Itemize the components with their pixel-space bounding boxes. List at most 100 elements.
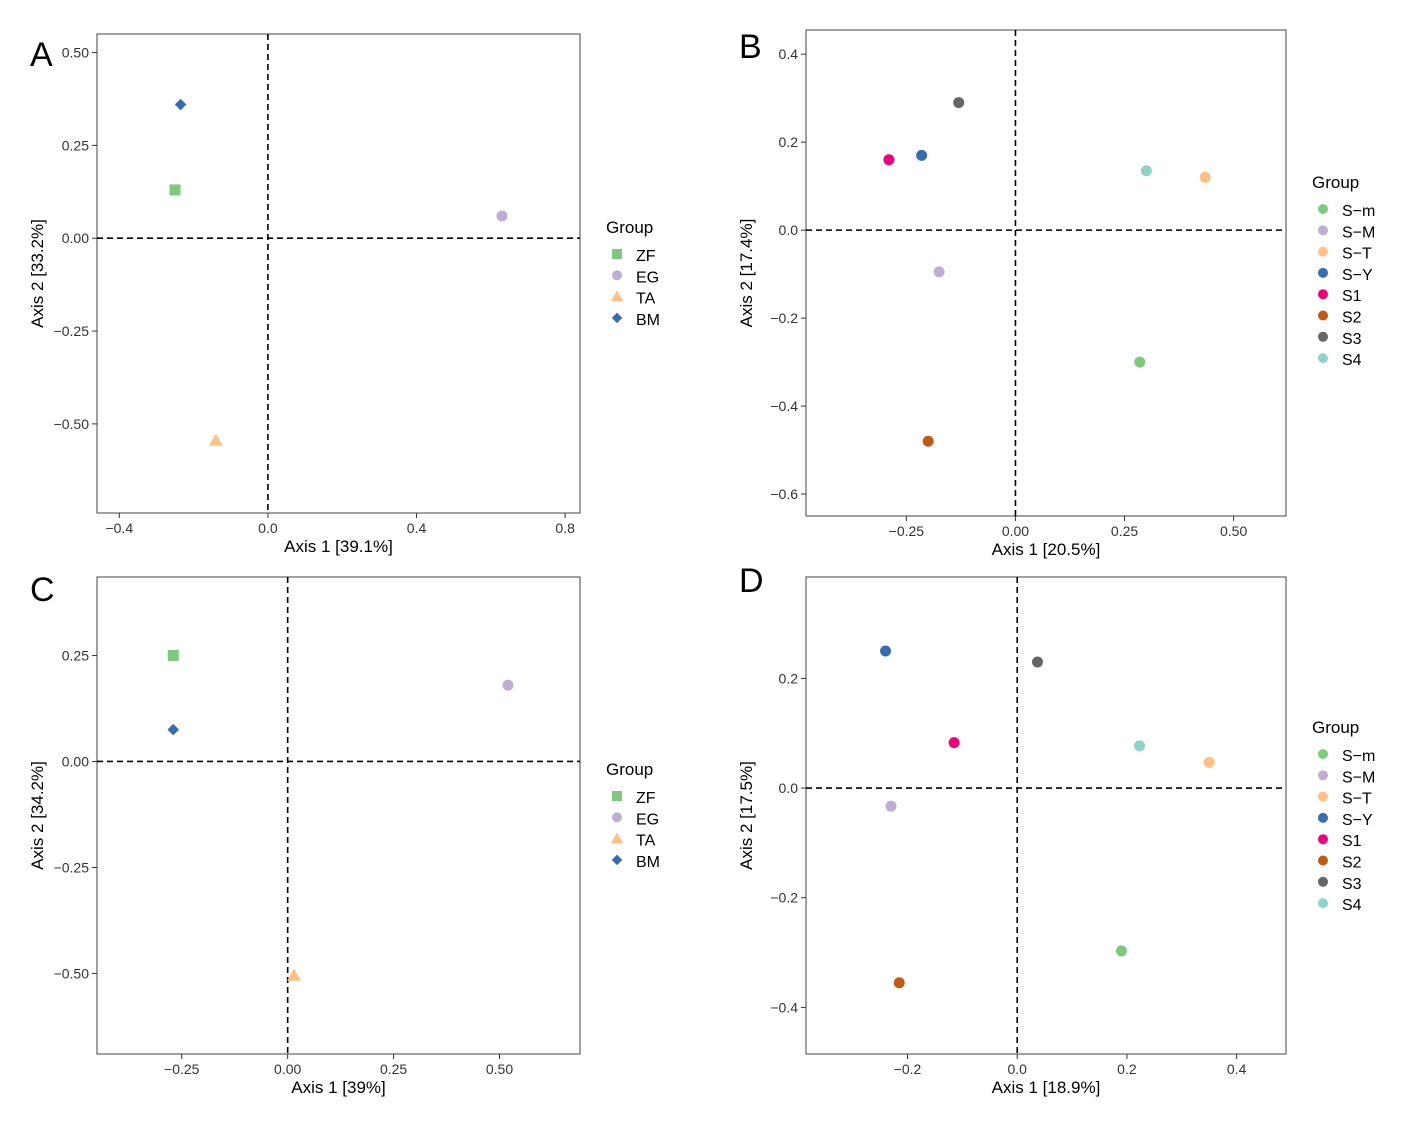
legend-marker [1318, 310, 1328, 321]
legend-title: Group [1312, 718, 1359, 737]
legend-label: S−M [1342, 769, 1375, 786]
data-point-s-t [1203, 756, 1215, 768]
y-tick-label: 0.25 [62, 137, 89, 153]
legend-marker [1318, 812, 1328, 823]
legend-marker [1318, 225, 1328, 236]
legend-marker [611, 312, 623, 324]
legend-title: Group [1312, 173, 1359, 192]
panel-c: C −0.25 0.00 0.25 0.50 0.25 0.00 −0.25 −0.50 Axis… [28, 571, 660, 1097]
data-point-s-m [885, 800, 897, 812]
legend-label: S1 [1342, 833, 1362, 850]
legend-label: BM [636, 854, 660, 871]
legend-marker [1318, 855, 1328, 866]
legend-marker [1318, 749, 1328, 759]
panel-b: B −0.25 0.00 0.25 0.50 0.4 0.2 0.0 −0.2 −0.4 −0.6 A… [737, 28, 1375, 559]
y-axis-label: Axis 2 [17.4%] [737, 219, 756, 328]
legend-marker [1318, 898, 1328, 909]
plot-area [805, 29, 1287, 517]
x-tick-label: 0.25 [380, 1061, 407, 1077]
legend-label: EG [636, 269, 659, 286]
data-point-s-t [1199, 171, 1211, 183]
legend-label: S2 [1342, 310, 1362, 327]
legend-marker [1318, 834, 1328, 845]
legend-marker [611, 854, 623, 866]
x-tick-label: 0.00 [274, 1061, 301, 1077]
x-tick-label: 0.8 [555, 520, 575, 536]
panel-letter: A [30, 36, 53, 74]
legend-label: S−M [1342, 224, 1375, 241]
y-tick-label: −0.2 [770, 310, 798, 326]
y-tick-label: 0.25 [62, 647, 89, 663]
legend-label: EG [636, 811, 659, 828]
legend-marker [1318, 289, 1328, 300]
legend-label: S1 [1342, 288, 1362, 305]
data-point-s-m [1134, 356, 1146, 368]
x-tick-label: 0.0 [1007, 1061, 1027, 1077]
x-tick-label: −0.25 [164, 1061, 200, 1077]
y-tick-label: 0.4 [779, 46, 799, 62]
x-axis-label: Axis 1 [39.1%] [284, 537, 393, 556]
y-tick-label: 0.0 [779, 222, 799, 238]
y-axis-label: Axis 2 [33.2%] [28, 219, 47, 328]
data-point-bm [174, 98, 187, 111]
legend-marker [1318, 353, 1328, 364]
legend-label: TA [636, 833, 656, 850]
data-point-bm [167, 723, 180, 736]
data-point-s-m [933, 266, 945, 278]
data-point-s2 [922, 435, 934, 447]
legend-label: TA [636, 291, 656, 308]
legend-title: Group [606, 760, 653, 779]
legend-label: S−Y [1342, 267, 1373, 284]
legend-marker [612, 812, 622, 823]
data-point-ta [287, 968, 301, 981]
y-tick-label: −0.50 [54, 965, 90, 981]
panel-letter: D [739, 562, 764, 600]
y-tick-label: 0.00 [62, 753, 89, 769]
y-tick-label: −0.2 [770, 890, 798, 906]
legend-title: Group [606, 218, 653, 237]
data-point-s1 [948, 737, 960, 749]
x-tick-label: 0.4 [407, 520, 427, 536]
panel-letter: C [30, 571, 55, 609]
data-point-s4 [1134, 740, 1146, 752]
x-tick-label: −0.25 [889, 523, 925, 539]
x-tick-label: 0.25 [1111, 523, 1138, 539]
data-point-s3 [953, 97, 965, 109]
legend-label: ZF [636, 248, 656, 265]
y-tick-label: −0.4 [770, 999, 798, 1015]
x-axis-label: Axis 1 [20.5%] [992, 540, 1101, 559]
legend-marker [612, 249, 622, 259]
y-tick-label: 0.2 [779, 134, 799, 150]
legend-label: ZF [636, 790, 656, 807]
legend-label: S3 [1342, 876, 1362, 893]
x-tick-label: −0.2 [894, 1061, 922, 1077]
legend-marker [1318, 791, 1328, 802]
y-tick-label: 0.00 [62, 230, 89, 246]
data-point-zf [169, 184, 181, 196]
panel-letter: B [739, 28, 762, 66]
x-tick-label: 0.0 [258, 520, 278, 536]
y-tick-label: −0.4 [770, 398, 798, 414]
data-point-s4 [1140, 165, 1152, 177]
legend-marker [1318, 267, 1328, 278]
legend-label: S2 [1342, 855, 1362, 872]
legend-label: S−m [1342, 203, 1375, 220]
legend-label: S4 [1342, 897, 1362, 914]
legend-label: S−T [1342, 791, 1372, 808]
data-point-s-y [880, 645, 892, 657]
data-point-s1 [883, 154, 895, 166]
data-point-s-y [916, 149, 928, 161]
data-point-zf [167, 649, 179, 661]
y-axis-label: Axis 2 [34.2%] [28, 761, 47, 870]
legend-label: S3 [1342, 331, 1362, 348]
legend-label: S4 [1342, 352, 1362, 369]
y-tick-label: −0.25 [54, 859, 90, 875]
x-tick-label: 0.50 [486, 1061, 513, 1077]
panel-a: A −0.4 0.0 0.4 0.8 0.50 0.25 0.00 −0.25 −0.50 Axis… [28, 33, 660, 556]
y-tick-label: 0.0 [779, 780, 799, 796]
plot-area [96, 33, 581, 514]
legend-marker [1318, 770, 1328, 781]
legend-marker [1318, 331, 1328, 342]
data-point-s2 [893, 977, 905, 989]
